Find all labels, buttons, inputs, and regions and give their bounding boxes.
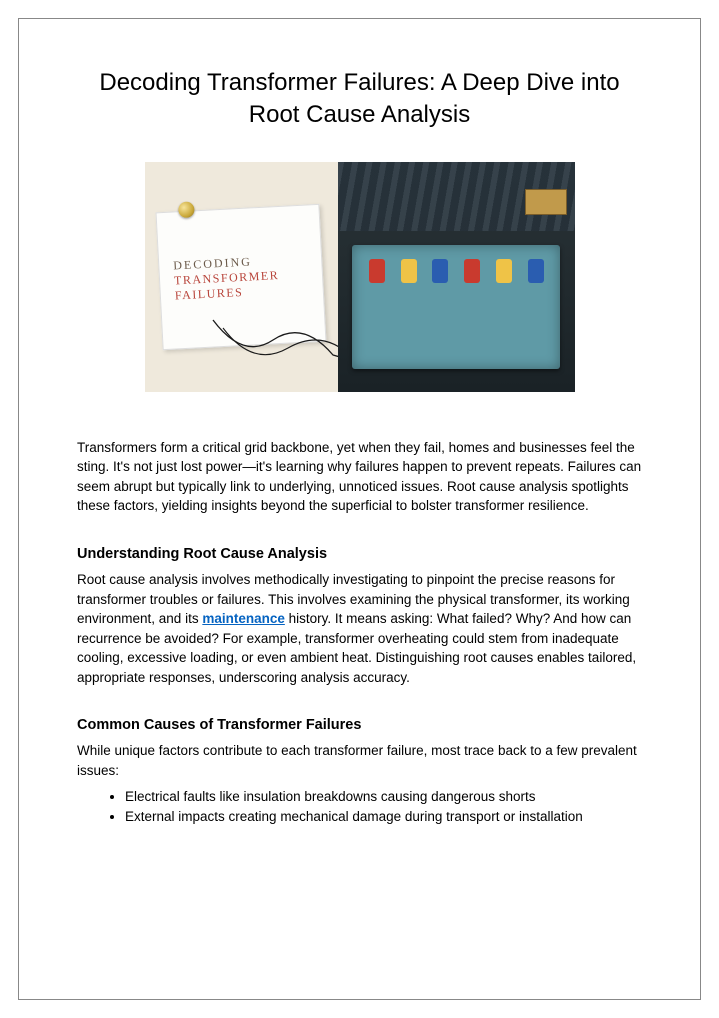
bushing (464, 259, 480, 283)
section-heading-causes: Common Causes of Transformer Failures (77, 717, 642, 733)
pushpin-icon (178, 201, 195, 218)
maintenance-link[interactable]: maintenance (202, 611, 285, 626)
bushing (432, 259, 448, 283)
paper-note: DECODING TRANSFORMER FAILURES (156, 204, 327, 350)
pallet-stack (525, 189, 567, 215)
intro-paragraph: Transformers form a critical grid backbo… (77, 438, 642, 516)
transformer-machine (352, 245, 560, 369)
bushing-row (369, 259, 544, 283)
bushing (496, 259, 512, 283)
section-heading-rca: Understanding Root Cause Analysis (77, 546, 642, 562)
section-body-rca: Root cause analysis involves methodicall… (77, 570, 642, 687)
bushing (528, 259, 544, 283)
page-title: Decoding Transformer Failures: A Deep Di… (77, 67, 642, 132)
hero-image: DECODING TRANSFORMER FAILURES (145, 162, 575, 392)
bushing (401, 259, 417, 283)
section-body-causes: While unique factors contribute to each … (77, 741, 642, 780)
list-item: External impacts creating mechanical dam… (125, 807, 642, 828)
document-page: Decoding Transformer Failures: A Deep Di… (18, 18, 701, 1000)
hero-right-panel (338, 162, 575, 392)
bushing (369, 259, 385, 283)
causes-list: Electrical faults like insulation breakd… (77, 787, 642, 829)
list-item: Electrical faults like insulation breakd… (125, 787, 642, 808)
hero-left-panel: DECODING TRANSFORMER FAILURES (145, 162, 339, 392)
